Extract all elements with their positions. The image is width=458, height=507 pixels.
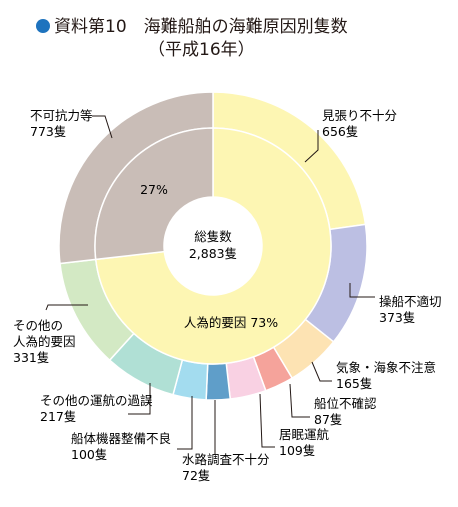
slice-label-0: 見張り不十分 656隻 [322, 108, 397, 139]
title-text: 資料第10 海難船舶の海難原因別隻数 [54, 17, 348, 37]
outer-slice-5 [205, 362, 232, 401]
slice-value-0: 656隻 [322, 124, 358, 139]
slice-value-9: 773隻 [30, 124, 66, 139]
leader-line-0 [304, 130, 319, 163]
slice-name-7: その他の運航の過誤 [40, 393, 153, 408]
bullet-dot-icon [36, 19, 50, 33]
slice-label-3: 船位不確認 87隻 [314, 396, 377, 427]
slice-value-2: 165隻 [336, 376, 372, 391]
leader-line-2 [311, 361, 332, 382]
leader-line-9 [92, 115, 113, 139]
slice-label-2: 気象・海象不注意 165隻 [336, 360, 436, 391]
slice-name-2: 気象・海象不注意 [336, 360, 436, 375]
slice-name-5: 水路調査不十分 [182, 452, 270, 467]
slice-value-6: 100隻 [71, 447, 107, 462]
leader-line-8 [45, 304, 88, 311]
slice-name-4: 居眠運航 [279, 427, 330, 442]
slice-value-7: 217隻 [40, 409, 76, 424]
slice-label-9: 不可抗力等 773隻 [30, 108, 93, 139]
slice-name-9: 不可抗力等 [30, 108, 93, 123]
leader-line-7 [128, 383, 151, 415]
slice-name-0: 見張り不十分 [322, 108, 397, 123]
slice-name-8: その他の [13, 318, 63, 333]
slice-name-1: 操船不適切 [379, 294, 442, 309]
slice-label-1: 操船不適切 373隻 [379, 294, 442, 325]
leader-line-4 [259, 393, 275, 448]
inner-label-force-majeure: 27% [140, 182, 168, 197]
center-label: 総隻数 [194, 229, 232, 244]
slice-value-5: 72隻 [182, 468, 210, 483]
slice-value-4: 109隻 [279, 443, 315, 458]
chart-subtitle: （平成16年） [148, 40, 255, 60]
slice-label-8: その他の人為的要因 331隻 [13, 318, 76, 365]
slice-label-7: その他の運航の過誤 217隻 [40, 393, 153, 424]
slice-name-8: 人為的要因 [13, 334, 76, 349]
slice-name-3: 船位不確認 [314, 396, 377, 411]
leader-line-6 [177, 396, 193, 450]
slice-value-1: 373隻 [379, 310, 415, 325]
leader-line-3 [289, 383, 310, 418]
slice-label-6: 船体機器整備不良 100隻 [71, 431, 171, 462]
chart-title: 資料第10 海難船舶の海難原因別隻数 [36, 17, 348, 38]
slice-name-6: 船体機器整備不良 [71, 431, 171, 446]
center-total: 2,883隻 [189, 246, 237, 261]
slice-label-5: 水路調査不十分 72隻 [182, 452, 270, 483]
slice-value-3: 87隻 [314, 412, 342, 427]
leader-line-1 [349, 283, 375, 298]
leader-lines [45, 115, 375, 455]
inner-label-human-factor: 人為的要因 73% [184, 315, 278, 330]
center-hole [164, 197, 262, 295]
slice-label-4: 居眠運航 109隻 [279, 427, 330, 458]
slice-value-8: 331隻 [13, 350, 49, 365]
